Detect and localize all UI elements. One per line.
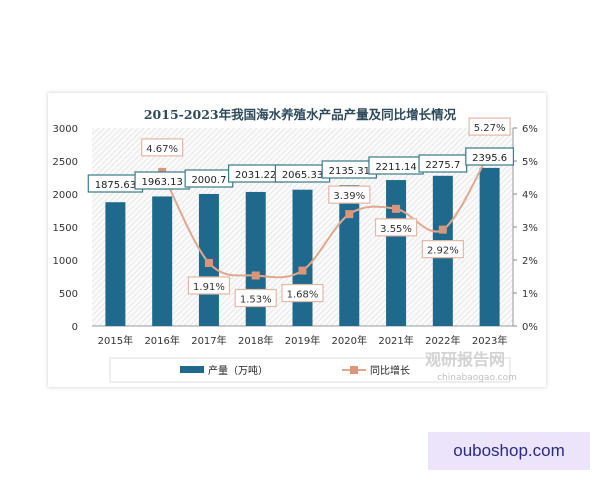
x-axis-tick-label: 2017年: [191, 334, 226, 347]
x-axis-tick-label: 2021年: [378, 334, 413, 347]
legend: [109, 357, 511, 383]
growth-value-label: 2.92%: [427, 246, 459, 257]
bar: [152, 196, 173, 326]
growth-value-label-box: [468, 117, 511, 136]
left-axis-tick-label: 1000: [53, 256, 78, 267]
left-axis-tick-label: 1500: [53, 223, 78, 234]
growth-value-label: 3.55%: [380, 224, 412, 235]
chart-title: 2015-2023年我国海水养殖水产品产量及同比增长情况: [144, 107, 457, 122]
growth-value-label-box: [187, 276, 231, 295]
bar: [479, 167, 500, 326]
bar-value-label: 2211.14: [375, 162, 416, 173]
legend-bar-swatch: [180, 366, 204, 373]
bar-value-label: 1875.63: [95, 180, 136, 191]
x-axis-tick-label: 2022年: [425, 334, 460, 347]
x-axis-tick-label: 2015年: [98, 334, 133, 347]
legend-bar-label: 产量（万吨）: [208, 364, 268, 377]
right-axis-tick-label: 4%: [522, 190, 538, 201]
right-axis-tick-label: 2%: [522, 256, 538, 267]
growth-value-label: 4.67%: [146, 144, 178, 155]
bar-value-label: 2395.6: [472, 153, 507, 164]
x-axis-tick-label: 2016年: [144, 334, 179, 347]
bar: [105, 202, 126, 326]
right-axis-tick-label: 5%: [522, 157, 538, 168]
growth-marker: [298, 266, 307, 275]
bar-value-label-box: [465, 147, 515, 166]
growth-value-label: 1.91%: [193, 282, 225, 293]
bar: [292, 189, 313, 326]
watermark-url: chinabaogao.com: [437, 373, 517, 383]
growth-value-label: 5.27%: [474, 123, 506, 134]
growth-value-label-box: [374, 218, 418, 237]
growth-marker: [438, 225, 447, 234]
growth-marker: [392, 204, 401, 213]
left-axis-tick-label: 500: [59, 289, 78, 300]
right-axis-tick-label: 1%: [522, 289, 538, 300]
corner-watermark: ouboshop.com: [428, 432, 590, 470]
bar-value-label: 2065.33: [282, 170, 323, 181]
x-axis-tick-label: 2019年: [285, 334, 320, 347]
bar-value-label: 2000.7: [191, 175, 226, 186]
bar-value-label: 1963.13: [141, 177, 182, 188]
growth-marker: [345, 210, 354, 219]
x-axis-tick-label: 2020年: [332, 334, 367, 347]
x-axis-tick-label: 2023年: [472, 334, 507, 347]
bar: [386, 180, 407, 326]
bar-value-label: 2135.31: [329, 166, 370, 177]
growth-marker: [251, 271, 260, 280]
left-axis-tick-label: 2500: [53, 157, 78, 168]
right-axis-tick-label: 6%: [522, 124, 538, 135]
growth-value-label-box: [141, 138, 184, 157]
legend-line-marker: [350, 366, 358, 374]
growth-value-label-box: [281, 283, 324, 303]
legend-line-label: 同比增长: [370, 364, 410, 377]
growth-value-label-box: [421, 240, 464, 259]
growth-value-label: 3.39%: [333, 191, 365, 202]
left-axis-tick-label: 0: [72, 322, 78, 333]
bar-value-label: 2031.22: [235, 170, 276, 181]
growth-value-label-box: [234, 288, 277, 308]
bar-value-label: 2275.7: [425, 160, 460, 171]
bar: [339, 185, 360, 326]
right-axis-tick-label: 3%: [522, 223, 538, 234]
left-axis-tick-label: 3000: [53, 124, 78, 135]
right-axis-tick-label: 0%: [522, 322, 538, 333]
watermark-logo-text: 观研报告网: [425, 350, 505, 369]
x-axis-tick-label: 2018年: [238, 334, 273, 347]
growth-value-label: 1.68%: [287, 290, 319, 301]
growth-marker: [204, 258, 213, 267]
left-axis-tick-label: 2000: [53, 190, 78, 201]
growth-value-label: 1.53%: [240, 295, 272, 306]
growth-value-label-box: [328, 185, 371, 204]
